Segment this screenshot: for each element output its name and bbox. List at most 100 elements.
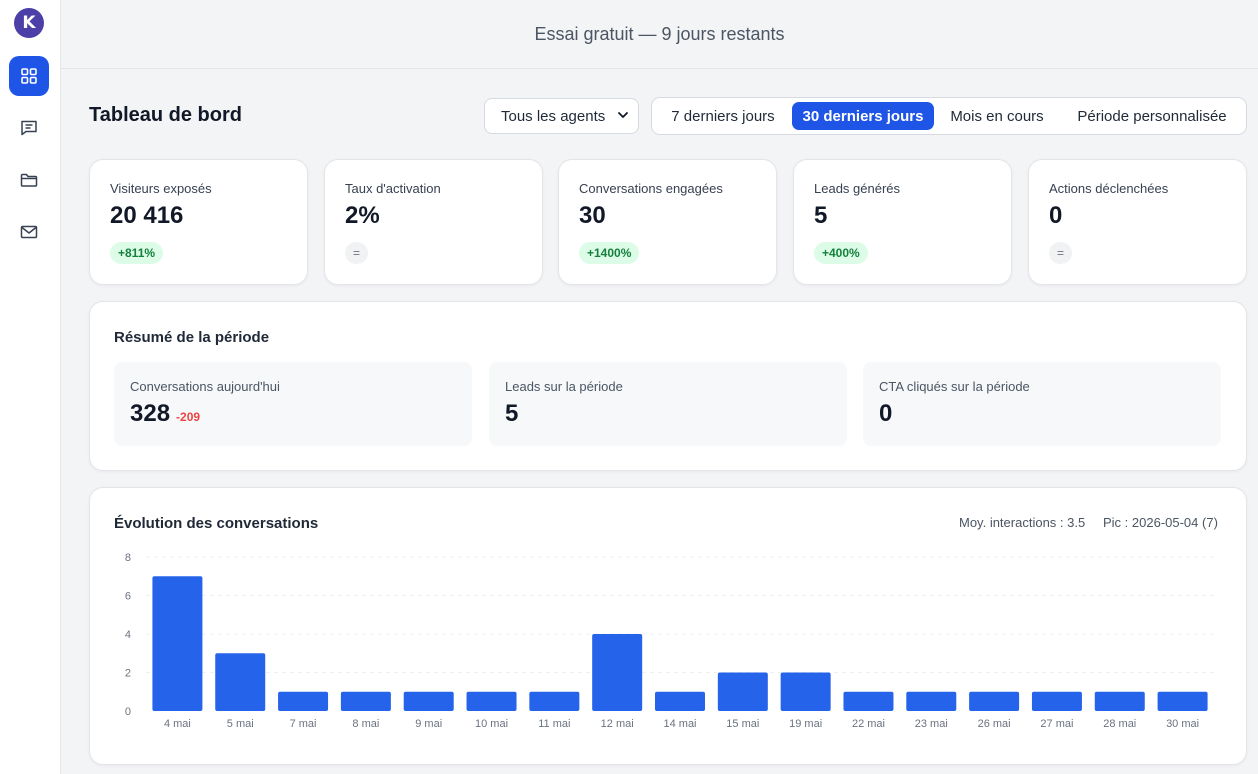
kpi-label: Visiteurs exposés bbox=[110, 181, 212, 196]
sidebar-item-conversations[interactable] bbox=[9, 108, 49, 148]
mail-icon bbox=[20, 225, 38, 239]
summary-cta-clicks: CTA cliqués sur la période 0 bbox=[863, 362, 1221, 446]
kpi-label: Conversations engagées bbox=[579, 181, 723, 196]
summary-value: 328 bbox=[130, 400, 171, 427]
summary-delta: -209 bbox=[176, 410, 201, 424]
chart-bar bbox=[843, 691, 894, 711]
kpi-label: Taux d'activation bbox=[345, 181, 441, 196]
folder-icon bbox=[20, 173, 38, 187]
trial-banner-text: Essai gratuit — 9 jours restants bbox=[534, 23, 785, 44]
x-tick-label: 12 mai bbox=[601, 718, 634, 730]
period-custom[interactable]: Période personnalisée bbox=[1077, 107, 1227, 125]
x-tick-label: 19 mai bbox=[789, 718, 822, 730]
kpi-value: 0 bbox=[1049, 202, 1063, 229]
kpi-card-conversations: Conversations engagées 30 +1400% bbox=[558, 159, 777, 285]
period-30-days[interactable]: 30 derniers jours bbox=[792, 102, 934, 130]
y-tick-label: 0 bbox=[125, 706, 131, 718]
summary-label: CTA cliqués sur la période bbox=[879, 379, 1030, 394]
kpi-card-activation-rate: Taux d'activation 2% = bbox=[324, 159, 543, 285]
trial-banner: Essai gratuit — 9 jours restants bbox=[61, 0, 1258, 69]
logo-letter: K bbox=[22, 13, 36, 33]
period-summary-card: Résumé de la période Conversations aujou… bbox=[89, 301, 1247, 471]
x-tick-label: 10 mai bbox=[475, 718, 508, 730]
chart-bar bbox=[1094, 691, 1145, 711]
chart-bar bbox=[215, 653, 266, 711]
chart-peak-label: Pic : 2026-05-04 (7) bbox=[1103, 515, 1218, 530]
summary-label: Leads sur la période bbox=[505, 379, 623, 394]
chart-bar bbox=[1157, 691, 1208, 711]
x-tick-label: 26 mai bbox=[978, 718, 1011, 730]
y-tick-label: 4 bbox=[125, 629, 131, 641]
kpi-trend-badge: +811% bbox=[110, 242, 164, 264]
summary-value: 0 bbox=[879, 400, 893, 427]
chart-bar bbox=[403, 691, 454, 711]
kpi-trend-badge: = bbox=[345, 242, 369, 264]
chevron-down-icon bbox=[618, 112, 628, 118]
chart-bar bbox=[780, 672, 831, 711]
chart-bar bbox=[529, 691, 580, 711]
page-title: Tableau de bord bbox=[89, 104, 242, 126]
sidebar-item-files[interactable] bbox=[9, 160, 49, 200]
y-tick-label: 6 bbox=[125, 591, 131, 603]
chart-bar bbox=[278, 691, 329, 711]
x-tick-label: 15 mai bbox=[726, 718, 759, 730]
conversations-chart-card: Évolution des conversations Moy. interac… bbox=[89, 487, 1247, 765]
summary-leads: Leads sur la période 5 bbox=[489, 362, 847, 446]
agent-select[interactable]: Tous les agents bbox=[484, 98, 639, 134]
x-tick-label: 9 mai bbox=[415, 718, 442, 730]
kpi-trend-badge: +1400% bbox=[579, 242, 640, 264]
chart-bar bbox=[592, 634, 643, 711]
summary-value-row: 0 bbox=[879, 400, 892, 428]
x-tick-label: 8 mai bbox=[352, 718, 379, 730]
summary-title: Résumé de la période bbox=[114, 329, 270, 346]
chart-average-label: Moy. interactions : 3.5 bbox=[959, 515, 1086, 530]
x-tick-label: 30 mai bbox=[1166, 718, 1199, 730]
x-tick-label: 27 mai bbox=[1040, 718, 1073, 730]
kpi-card-leads: Leads générés 5 +400% bbox=[793, 159, 1012, 285]
x-tick-label: 4 mai bbox=[164, 718, 191, 730]
kpi-label: Actions déclenchées bbox=[1049, 181, 1169, 196]
x-tick-label: 28 mai bbox=[1103, 718, 1136, 730]
period-current-month[interactable]: Mois en cours bbox=[950, 107, 1044, 125]
kpi-card-visitors: Visiteurs exposés 20 416 +811% bbox=[89, 159, 308, 285]
y-tick-label: 8 bbox=[125, 552, 131, 564]
sidebar: K bbox=[0, 0, 61, 774]
chart-bar bbox=[466, 691, 517, 711]
kpi-value: 30 bbox=[579, 202, 606, 229]
chart-title: Évolution des conversations bbox=[114, 515, 319, 532]
kpi-trend-badge: +400% bbox=[814, 242, 868, 264]
summary-label: Conversations aujourd'hui bbox=[130, 379, 280, 394]
conversations-bar-chart: 0 2 4 6 8 4 mai 5 mai 7 mai 8 mai 9 mai 10 mai 11 m… bbox=[125, 552, 1214, 730]
kpi-value: 2% bbox=[345, 202, 380, 229]
x-tick-label: 7 mai bbox=[290, 718, 317, 730]
period-selector: 7 derniers jours 30 derniers jours Mois … bbox=[651, 97, 1247, 135]
kpi-trend-badge: = bbox=[1049, 242, 1073, 264]
period-7-days[interactable]: 7 derniers jours bbox=[671, 107, 775, 125]
chart-bar bbox=[906, 691, 957, 711]
summary-value-row: 328 -209 bbox=[130, 400, 200, 428]
x-tick-label: 14 mai bbox=[663, 718, 696, 730]
x-tick-label: 23 mai bbox=[915, 718, 948, 730]
chart-bar bbox=[1031, 691, 1082, 711]
chart-bar bbox=[340, 691, 391, 711]
kpi-label: Leads générés bbox=[814, 181, 901, 196]
kpi-card-actions: Actions déclenchées 0 = bbox=[1028, 159, 1247, 285]
app-logo[interactable]: K bbox=[14, 8, 44, 38]
chart-bar bbox=[152, 576, 203, 711]
kpi-value: 5 bbox=[814, 202, 828, 229]
summary-value: 5 bbox=[505, 400, 519, 427]
x-tick-label: 5 mai bbox=[227, 718, 254, 730]
x-tick-label: 11 mai bbox=[538, 718, 570, 730]
x-tick-label: 22 mai bbox=[852, 718, 885, 730]
chart-bar bbox=[655, 691, 705, 711]
chat-icon bbox=[21, 120, 37, 136]
chart-bar bbox=[717, 672, 768, 711]
summary-conversations-today: Conversations aujourd'hui 328 -209 bbox=[114, 362, 472, 446]
sidebar-item-dashboard[interactable] bbox=[9, 56, 49, 96]
chart-bar bbox=[969, 691, 1020, 711]
sidebar-item-mail[interactable] bbox=[9, 212, 49, 252]
kpi-value: 20 416 bbox=[110, 202, 184, 229]
y-tick-label: 2 bbox=[125, 668, 131, 680]
agent-select-value: Tous les agents bbox=[501, 107, 606, 125]
grid-icon bbox=[21, 68, 37, 84]
